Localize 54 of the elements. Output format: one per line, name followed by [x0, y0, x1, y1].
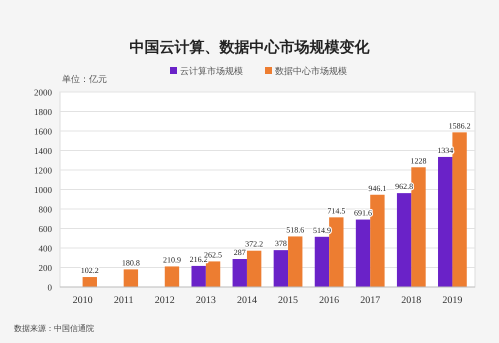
- data-label: 287: [234, 248, 246, 258]
- x-tick-label: 2017: [360, 295, 380, 306]
- y-tick-label: 800: [38, 204, 52, 214]
- x-tick-label: 2012: [154, 295, 175, 306]
- bar: [82, 277, 97, 287]
- y-tick-label: 1200: [34, 166, 52, 176]
- y-tick-label: 200: [38, 263, 52, 273]
- y-tick-label: 1600: [34, 126, 52, 136]
- y-axis-title: 单位：亿元: [62, 74, 107, 84]
- chart-title: 中国云计算、数据中心市场规模变化: [130, 38, 370, 56]
- bar: [411, 167, 426, 287]
- data-label: 946.1: [368, 184, 386, 193]
- bar: [124, 269, 138, 287]
- y-tick-label: 1800: [34, 107, 52, 117]
- y-tick-label: 1400: [34, 146, 52, 156]
- x-tick-label: 2011: [114, 295, 134, 306]
- data-label: 714.5: [327, 206, 346, 216]
- data-label: 1228: [410, 156, 426, 166]
- x-tick-label: 2010: [72, 295, 93, 306]
- bar: [370, 194, 385, 287]
- data-label: 210.9: [162, 255, 181, 264]
- bar: [396, 193, 412, 287]
- x-tick-label: 2013: [196, 295, 216, 306]
- bar: [288, 236, 302, 287]
- data-label: 102.2: [80, 266, 99, 276]
- bar: [246, 250, 262, 287]
- y-tick-label: 1000: [34, 185, 52, 195]
- bar: [206, 261, 220, 287]
- x-tick-label: 2015: [278, 295, 298, 306]
- data-label: 180.8: [122, 258, 140, 268]
- y-tick-label: 600: [38, 224, 52, 234]
- y-tick-label: 0: [48, 282, 52, 292]
- legend-label: 数据中心市场规模: [275, 66, 347, 76]
- bar: [314, 236, 330, 287]
- data-label: 518.6: [286, 225, 304, 234]
- y-tick-label: 2000: [34, 88, 52, 98]
- bar: [164, 266, 180, 287]
- bar: [329, 217, 344, 287]
- y-tick-label: 400: [38, 244, 52, 254]
- legend-label: 云计算市场规模: [180, 66, 243, 76]
- data-label: 372.2: [245, 240, 264, 249]
- data-label: 378: [274, 239, 287, 248]
- bar: [452, 132, 467, 287]
- x-tick-label: 2018: [401, 295, 422, 306]
- x-tick-label: 2014: [236, 295, 257, 306]
- bar: [274, 250, 288, 287]
- bar: [232, 259, 247, 287]
- bar: [438, 156, 452, 287]
- x-tick-label: 2019: [442, 295, 462, 306]
- data-label: 1586.2: [448, 121, 471, 130]
- bar: [356, 220, 370, 287]
- source-note: 数据来源：中国信通院: [14, 324, 94, 333]
- bar: [191, 266, 206, 287]
- x-tick-label: 2016: [319, 295, 340, 306]
